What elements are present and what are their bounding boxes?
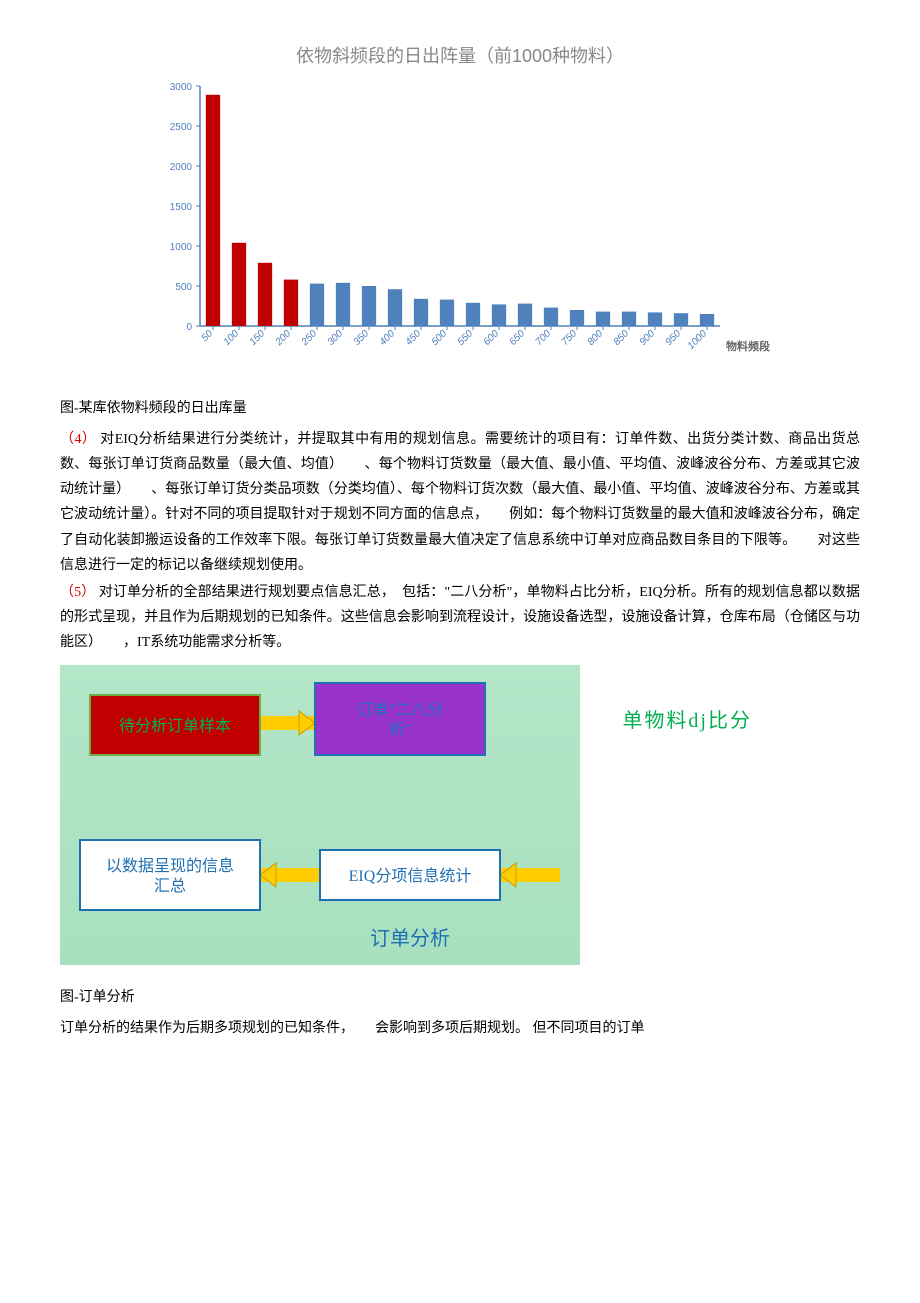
chart-caption: 图-某库依物料频段的日出库量: [60, 396, 860, 421]
svg-text:1000: 1000: [686, 328, 710, 352]
svg-text:700: 700: [534, 328, 554, 348]
svg-text:500: 500: [175, 282, 192, 293]
svg-text:450: 450: [404, 328, 424, 348]
svg-text:600: 600: [482, 328, 502, 348]
svg-text:250: 250: [299, 328, 320, 349]
svg-text:750: 750: [560, 328, 580, 348]
svg-text:50: 50: [199, 328, 215, 344]
svg-text:0: 0: [186, 322, 192, 333]
svg-text:订单"二八分: 订单"二八分: [357, 701, 444, 719]
svg-text:1000: 1000: [170, 242, 193, 253]
svg-text:待分析订单样本: 待分析订单样本: [119, 717, 231, 735]
svg-text:2500: 2500: [170, 122, 193, 133]
svg-text:350: 350: [352, 328, 372, 348]
bar-chart-svg: 0 500 1000 1500 2000 2500 3000 50 100 150200250 30…: [140, 76, 780, 376]
svg-text:200: 200: [273, 328, 294, 349]
svg-text:物料频段: 物料频段: [726, 339, 770, 353]
flow-caption: 图-订单分析: [60, 985, 860, 1010]
svg-text:汇总: 汇总: [154, 877, 186, 895]
svg-text:950: 950: [664, 328, 684, 348]
paragraph-4: （4） 对EIQ分析结果进行分类统计，并提取其中有用的规划信息。需要统计的项目有…: [60, 427, 860, 578]
svg-text:析": 析": [389, 721, 412, 739]
svg-text:订单分析: 订单分析: [370, 927, 450, 950]
para5-body: 对订单分析的全部结果进行规划要点信息汇总， 包括："二八分析"，单物料占比分析，…: [60, 585, 860, 650]
flowchart-region: 待分析订单样本订单"二八分析"以数据呈现的信息汇总EIQ分项信息统计订单分析 单…: [60, 665, 740, 974]
svg-text:900: 900: [638, 328, 658, 348]
svg-text:650: 650: [508, 328, 528, 348]
para4-body: 对EIQ分析结果进行分类统计，并提取其中有用的规划信息。需要统计的项目有：订单件…: [60, 432, 860, 573]
bar-chart-region: 依物斜频段的日出阵量（前1000种物料） 0 500 1000 1500 2000 250…: [140, 40, 780, 386]
svg-text:500: 500: [430, 328, 450, 348]
paragraph-5: （5） 对订单分析的全部结果进行规划要点信息汇总， 包括："二八分析"，单物料占…: [60, 580, 860, 656]
svg-text:100: 100: [222, 328, 242, 348]
svg-text:550: 550: [456, 328, 476, 348]
svg-text:800: 800: [586, 328, 606, 348]
svg-text:1500: 1500: [170, 202, 193, 213]
flow-side-label: 单物料dj比分: [622, 703, 752, 739]
svg-text:2000: 2000: [170, 162, 193, 173]
final-paragraph: 订单分析的结果作为后期多项规划的已知条件， 会影响到多项后期规划。 但不同项目的…: [60, 1016, 860, 1041]
flowchart-svg: 待分析订单样本 订单"二八分析" 以数据呈现的信息汇总 EIQ分项信息统计订单分析: [60, 665, 580, 965]
svg-text:400: 400: [378, 328, 398, 348]
svg-text:150: 150: [248, 328, 268, 348]
svg-text:3000: 3000: [170, 82, 193, 93]
para5-leader: （5）: [60, 585, 95, 600]
svg-text:300: 300: [326, 328, 346, 348]
svg-text:EIQ分项信息统计: EIQ分项信息统计: [349, 867, 472, 885]
para4-leader: （4）: [60, 432, 96, 447]
chart-title: 依物斜频段的日出阵量（前1000种物料）: [140, 40, 780, 72]
svg-text:850: 850: [612, 328, 632, 348]
svg-text:以数据呈现的信息: 以数据呈现的信息: [106, 857, 234, 875]
